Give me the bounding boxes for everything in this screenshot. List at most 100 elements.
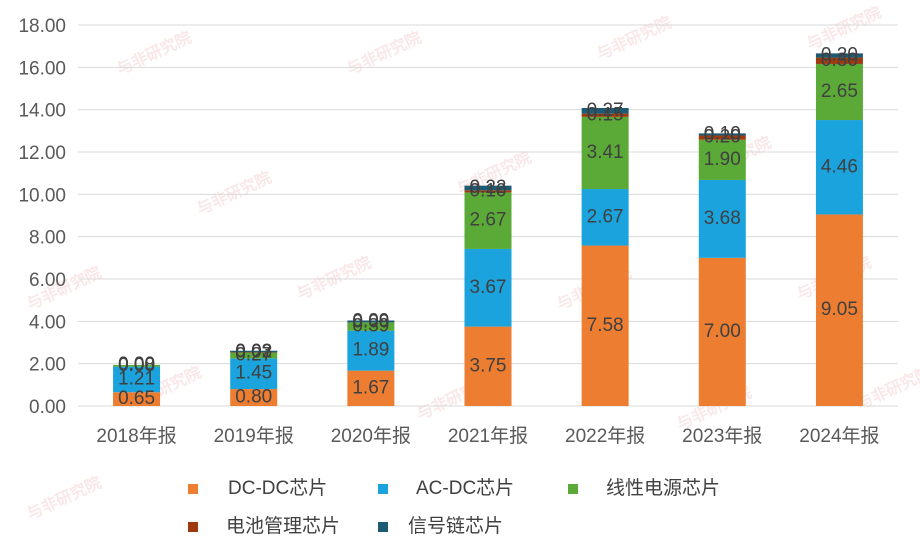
x-tick-label: 2020年报	[331, 425, 411, 447]
y-tick-label: 12.00	[18, 143, 66, 164]
data-label: 0.00	[118, 354, 155, 375]
data-label: 0.00	[352, 311, 389, 332]
bar-segment	[230, 350, 278, 353]
data-label: 0.10	[704, 123, 741, 144]
legend-label: AC-DC芯片	[416, 477, 514, 499]
data-label: 3.67	[470, 277, 507, 298]
y-tick-label: 10.00	[18, 185, 66, 206]
legend-swatch	[378, 484, 388, 494]
bar-segment	[698, 139, 746, 180]
data-label: 4.46	[821, 156, 858, 177]
bar-segment	[464, 190, 512, 193]
data-label: 7.58	[587, 315, 624, 336]
data-label: 3.68	[704, 208, 741, 229]
data-label: 3.41	[587, 142, 624, 163]
bar-segment	[815, 53, 863, 58]
y-tick-label: 16.00	[18, 58, 66, 79]
bar-segment	[581, 116, 629, 190]
data-label: 0.27	[587, 100, 624, 121]
bar-segment	[113, 366, 161, 393]
watermark-text: 与非研究院	[114, 28, 195, 79]
legend-swatch	[188, 522, 198, 532]
bar-segment	[581, 245, 629, 406]
legend-label: 线性电源芯片	[606, 477, 720, 499]
bar-segment	[347, 322, 395, 331]
legend-swatch	[378, 522, 388, 532]
data-label: 0.15	[587, 104, 624, 125]
data-label: 2.65	[821, 81, 858, 102]
data-label: 1.45	[235, 363, 272, 384]
bar-segment	[113, 364, 161, 367]
legend-swatch	[568, 484, 578, 494]
bar-segment	[698, 133, 746, 136]
bar-segment	[464, 326, 512, 406]
y-axis-ticks: 0.00 2.00 4.00 6.00 8.00 10.00 12.00 14.00 16.00…	[18, 16, 66, 418]
data-label: 3.75	[470, 355, 507, 376]
bar-segment	[230, 352, 278, 359]
bar-segment	[464, 192, 512, 249]
y-tick-label: 2.00	[29, 355, 66, 376]
bar-segment	[347, 320, 395, 323]
data-label: 0.08	[118, 355, 155, 376]
data-label: 0.03	[235, 341, 272, 362]
data-label: 9.05	[821, 299, 858, 320]
x-axis-labels: 2018年报 2019年报 2020年报 2021年报 2022年报 2023年报 2024…	[96, 425, 879, 447]
data-label: 0.30	[821, 50, 858, 71]
legend-swatch	[188, 484, 198, 494]
bar-segment	[581, 107, 629, 114]
watermark-text: 与非研究院	[194, 168, 275, 219]
data-label: 0.39	[352, 316, 389, 337]
data-label: 2.67	[587, 206, 624, 227]
bar-segment	[581, 113, 629, 117]
data-label: 0.02	[235, 341, 272, 362]
data-labels: 0.651.210.080.000.000.801.450.270.020.03…	[118, 44, 858, 409]
data-label: 0.09	[352, 310, 389, 331]
data-label: 0.22	[470, 177, 507, 198]
data-label: 7.00	[704, 321, 741, 342]
bar-segment	[230, 389, 278, 406]
x-tick-label: 2021年报	[448, 425, 528, 447]
bar-segment	[815, 214, 863, 406]
bar-segment	[698, 179, 746, 258]
bar-segment	[347, 330, 395, 371]
bar-segment	[815, 63, 863, 121]
data-label: 0.00	[118, 354, 155, 375]
data-label: 0.10	[470, 180, 507, 201]
data-label: 1.21	[118, 368, 155, 389]
legend-label: 电池管理芯片	[226, 515, 340, 537]
y-tick-label: 0.00	[29, 397, 66, 418]
bars	[113, 53, 863, 406]
y-tick-label: 14.00	[18, 101, 66, 122]
bar-segment	[698, 257, 746, 406]
data-label: 1.89	[352, 340, 389, 361]
bar-segment	[815, 57, 863, 64]
data-label: 1.90	[704, 149, 741, 170]
watermark-text: 与非研究院	[344, 28, 425, 79]
x-tick-label: 2022年报	[565, 425, 645, 447]
data-label: 0.27	[235, 345, 272, 366]
y-tick-label: 8.00	[29, 228, 66, 249]
x-tick-label: 2019年报	[214, 425, 294, 447]
data-label: 1.67	[352, 377, 389, 398]
bar-segment	[113, 392, 161, 406]
data-label: 0.20	[821, 44, 858, 65]
data-label: 2.67	[470, 210, 507, 231]
bar-segment	[347, 370, 395, 406]
x-tick-label: 2024年报	[799, 425, 879, 447]
y-tick-label: 6.00	[29, 270, 66, 291]
watermark-text: 与非研究院	[294, 253, 375, 304]
data-label: 0.65	[118, 388, 155, 409]
bar-segment	[464, 185, 512, 191]
x-tick-label: 2023年报	[682, 425, 762, 447]
legend-label: 信号链芯片	[408, 515, 503, 537]
watermark-text: 与非研究院	[594, 13, 675, 64]
data-label: 0.80	[235, 387, 272, 408]
bar-segment	[815, 120, 863, 215]
y-tick-label: 4.00	[29, 312, 66, 333]
watermark-text: 与非研究院	[24, 473, 105, 524]
bar-segment	[581, 189, 629, 246]
data-label: 0.20	[704, 127, 741, 148]
bar-segment	[230, 358, 278, 390]
